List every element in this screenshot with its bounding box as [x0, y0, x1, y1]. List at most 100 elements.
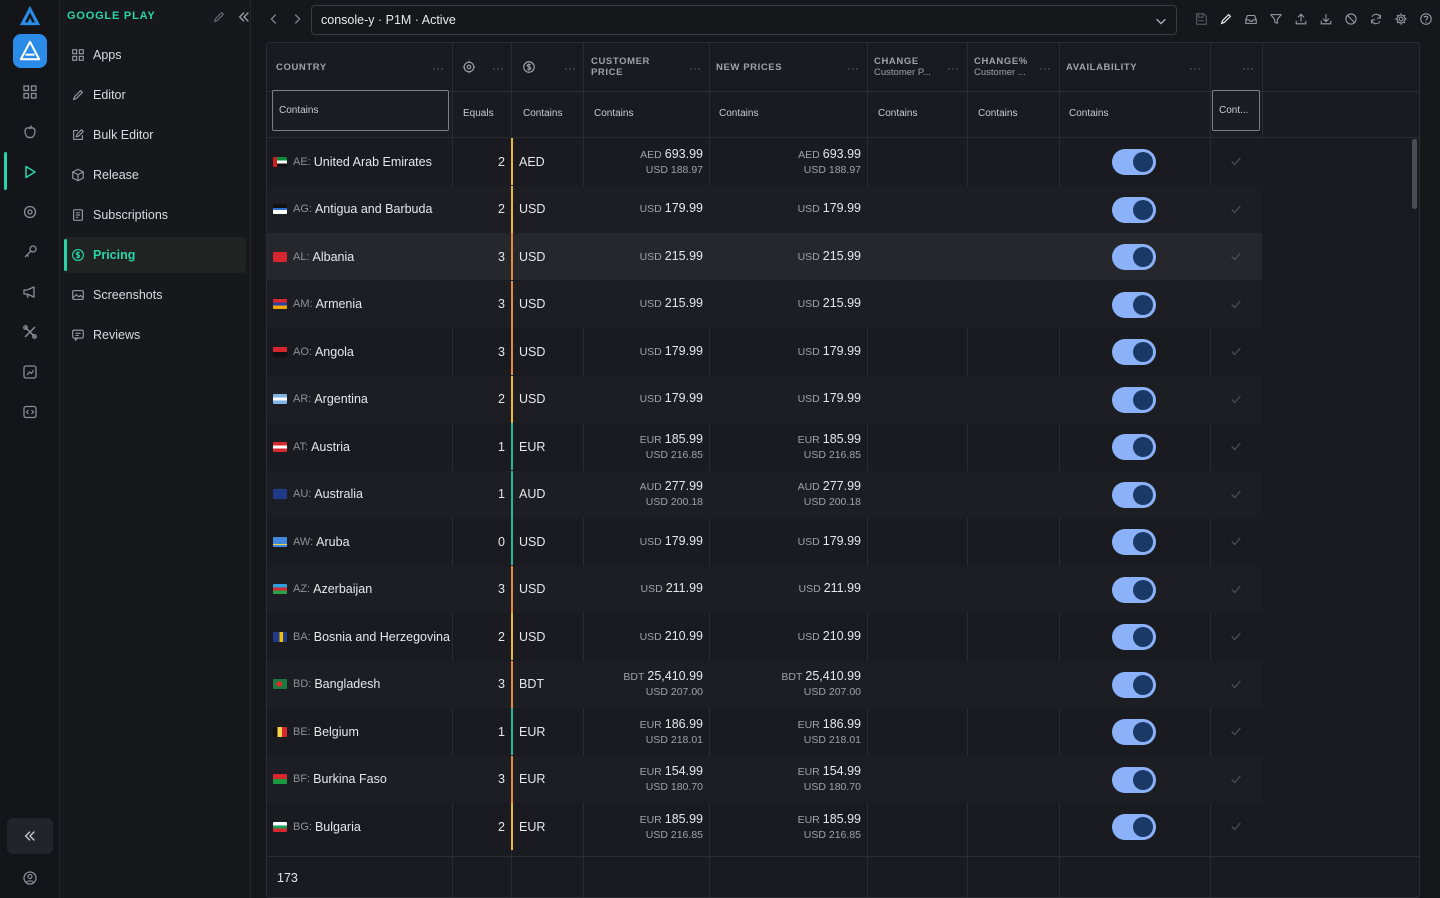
table-row[interactable]: AT: Austria 1 EUR EUR 185.99 USD 216.85 E…	[267, 423, 1262, 470]
change-filter[interactable]: Contains	[878, 107, 918, 119]
table-row[interactable]: BE: Belgium 1 EUR EUR 186.99 USD 218.01 E…	[267, 708, 1262, 755]
table-row[interactable]: BF: Burkina Faso 3 EUR EUR 154.99 USD 180…	[267, 755, 1262, 803]
new-price-cell[interactable]: AUD 277.99 USD 200.18	[797, 479, 861, 508]
new-price-cell[interactable]: EUR 186.99 USD 218.01	[797, 716, 861, 746]
availability-toggle[interactable]	[1112, 481, 1156, 508]
new-price-cell[interactable]: EUR 185.99 USD 216.85	[797, 811, 861, 841]
new-prices-filter[interactable]: Contains	[719, 107, 759, 119]
table-row[interactable]: AL: Albania 3 USD USD 215.99 USD 215.99	[267, 233, 1262, 280]
new-price-cell[interactable]: EUR 154.99 USD 180.70	[797, 764, 861, 793]
availability-toggle[interactable]	[1112, 529, 1156, 555]
target-icon[interactable]	[18, 200, 42, 224]
key-icon[interactable]	[18, 240, 42, 264]
table-row[interactable]: AO: Angola 3 USD USD 179.99 USD 179.99	[267, 328, 1262, 375]
customer-price-cell[interactable]: USD 179.99	[639, 201, 703, 215]
chart-box-icon[interactable]	[18, 360, 42, 384]
download-icon[interactable]	[1313, 12, 1338, 26]
table-row[interactable]: AR: Argentina 2 USD USD 179.99 USD 179.99	[267, 375, 1262, 423]
table-row[interactable]: BA: Bosnia and Herzegovina 2 USD USD 210.…	[267, 613, 1262, 660]
code-box-icon[interactable]	[18, 400, 42, 424]
currency-filter[interactable]: Contains	[523, 107, 563, 119]
new-price-cell[interactable]: EUR 185.99 USD 216.85	[797, 431, 861, 461]
new-price-cell[interactable]: USD 215.99	[797, 296, 861, 310]
customer-price-cell[interactable]: USD 215.99	[639, 248, 703, 263]
customer-price-cell[interactable]: EUR 185.99 USD 216.85	[639, 811, 703, 841]
column-menu-icon[interactable]: ···	[1189, 61, 1201, 75]
new-price-cell[interactable]: USD 179.99	[797, 343, 861, 358]
collapse-rail-button[interactable]	[7, 818, 53, 854]
settings-gear-icon[interactable]	[1388, 12, 1413, 26]
app-icon-tile[interactable]	[13, 34, 47, 68]
column-header-customer-price[interactable]: CUSTOMER PRICE	[591, 56, 650, 78]
sidebar-item-reviews[interactable]: Reviews	[64, 317, 246, 353]
table-row[interactable]: AM: Armenia 3 USD USD 215.99 USD 215.99	[267, 280, 1262, 328]
availability-toggle[interactable]	[1112, 671, 1156, 698]
sidebar-item-screenshots[interactable]: Screenshots	[64, 277, 246, 313]
column-menu-icon[interactable]: ···	[1242, 61, 1254, 75]
sidebar-item-apps[interactable]: Apps	[64, 37, 246, 73]
column-menu-icon[interactable]: ···	[847, 61, 859, 75]
availability-toggle[interactable]	[1112, 576, 1156, 603]
customer-price-cell[interactable]: USD 179.99	[639, 343, 703, 358]
customer-price-cell[interactable]: EUR 154.99 USD 180.70	[639, 764, 703, 793]
customer-price-cell[interactable]: USD 179.99	[639, 391, 703, 405]
collapse-sidebar-icon[interactable]	[237, 10, 251, 24]
new-price-cell[interactable]: USD 179.99	[797, 391, 861, 405]
refresh-icon[interactable]	[1363, 12, 1388, 26]
availability-toggle[interactable]	[1112, 149, 1156, 175]
vertical-scrollbar[interactable]	[1412, 139, 1417, 209]
column-menu-icon[interactable]: ···	[689, 61, 701, 75]
block-icon[interactable]	[1338, 12, 1363, 26]
availability-toggle[interactable]	[1112, 434, 1156, 460]
customer-price-cell[interactable]: USD 215.99	[639, 296, 703, 310]
customer-price-cell[interactable]: BDT 25,410.99 USD 207.00	[623, 669, 703, 698]
customer-price-cell[interactable]: EUR 185.99 USD 216.85	[639, 431, 703, 461]
new-price-cell[interactable]: USD 179.99	[797, 201, 861, 215]
inbox-icon[interactable]	[1238, 12, 1263, 26]
new-price-cell[interactable]: BDT 25,410.99 USD 207.00	[781, 669, 861, 698]
column-menu-icon[interactable]: ···	[564, 61, 576, 75]
table-row[interactable]: BG: Bulgaria 2 EUR EUR 185.99 USD 216.85 …	[267, 803, 1262, 850]
back-chevron-icon[interactable]	[267, 12, 281, 26]
sidebar-item-bulk-editor[interactable]: Bulk Editor	[64, 117, 246, 153]
save-icon[interactable]	[1188, 12, 1213, 26]
customer-price-cell[interactable]: USD 179.99	[639, 533, 703, 548]
new-price-cell[interactable]: USD 179.99	[797, 533, 861, 548]
table-row[interactable]: BD: Bangladesh 3 BDT BDT 25,410.99 USD 20…	[267, 660, 1262, 708]
play-icon[interactable]	[18, 160, 42, 184]
customer-price-cell[interactable]: USD 211.99	[640, 581, 703, 595]
sidebar-item-pricing[interactable]: Pricing	[64, 237, 246, 273]
new-price-cell[interactable]: AED 693.99 USD 188.97	[798, 146, 861, 176]
availability-toggle[interactable]	[1112, 244, 1156, 270]
country-filter-input[interactable]: Contains	[272, 90, 449, 131]
column-menu-icon[interactable]: ···	[492, 61, 504, 75]
column-header-new-prices[interactable]: NEW PRICES	[716, 61, 783, 73]
column-header-change[interactable]: CHANGE Customer P...	[874, 56, 931, 78]
tier-filter[interactable]: Equals	[463, 107, 494, 119]
forward-chevron-icon[interactable]	[290, 12, 304, 26]
upload-icon[interactable]	[1288, 12, 1313, 26]
column-header-availability[interactable]: AVAILABILITY	[1066, 61, 1138, 73]
sidebar-item-subscriptions[interactable]: Subscriptions	[64, 197, 246, 233]
subscription-selector[interactable]: console-y · P1M · Active	[311, 5, 1177, 35]
customer-price-cell[interactable]: AED 693.99 USD 188.97	[640, 146, 703, 176]
sidebar-item-editor[interactable]: Editor	[64, 77, 246, 113]
column-header-currency[interactable]	[522, 43, 542, 91]
availability-filter[interactable]: Contains	[1069, 107, 1109, 119]
availability-toggle[interactable]	[1112, 624, 1156, 650]
availability-toggle[interactable]	[1112, 291, 1156, 318]
table-row[interactable]: AG: Antigua and Barbuda 2 USD USD 179.99 …	[267, 185, 1262, 233]
column-menu-icon[interactable]: ···	[1039, 61, 1051, 75]
new-price-cell[interactable]: USD 215.99	[797, 248, 861, 263]
customer-price-cell[interactable]: USD 210.99	[639, 628, 703, 643]
table-row[interactable]: AU: Australia 1 AUD AUD 277.99 USD 200.18…	[267, 470, 1262, 518]
grid-apps-icon[interactable]	[18, 80, 42, 104]
column-menu-icon[interactable]: ···	[432, 61, 444, 75]
availability-toggle[interactable]	[1112, 196, 1156, 223]
change-percent-filter[interactable]: Contains	[978, 107, 1018, 119]
megaphone-icon[interactable]	[18, 280, 42, 304]
customer-price-cell[interactable]: EUR 186.99 USD 218.01	[639, 716, 703, 746]
column-menu-icon[interactable]: ···	[947, 61, 959, 75]
last-column-filter-input[interactable]: Cont...	[1212, 90, 1260, 131]
table-row[interactable]: AE: United Arab Emirates 2 AED AED 693.99…	[267, 138, 1262, 185]
